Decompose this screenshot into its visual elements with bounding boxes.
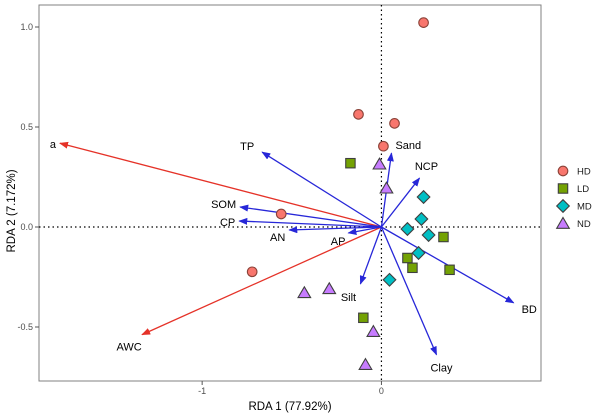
legend-label-hd: HD bbox=[577, 167, 591, 178]
arrow-som bbox=[239, 204, 382, 228]
legend-marker-md bbox=[555, 198, 571, 214]
arrow-clay bbox=[380, 226, 438, 356]
group-ld bbox=[345, 157, 455, 324]
data-point-ld bbox=[438, 231, 449, 243]
data-point-nd bbox=[366, 324, 381, 337]
arrow-ap bbox=[347, 226, 382, 236]
vector-label-a: a bbox=[50, 139, 57, 151]
vector-label-tp: TP bbox=[240, 141, 254, 153]
legend: HD LD MD ND bbox=[555, 165, 592, 230]
arrow-an bbox=[288, 226, 382, 234]
vector-label-silt: Silt bbox=[341, 292, 356, 304]
data-point-md bbox=[411, 245, 426, 261]
x-tick-label: 0 bbox=[379, 386, 384, 396]
data-point-nd bbox=[358, 357, 373, 370]
vector-label-sand: Sand bbox=[395, 140, 421, 152]
legend-label-nd: ND bbox=[577, 219, 591, 230]
y-tick-label: 1.0 bbox=[20, 22, 33, 32]
vector-label-awc: AWC bbox=[116, 342, 141, 354]
data-point-hd bbox=[389, 118, 400, 129]
group-nd bbox=[297, 157, 394, 370]
arrow-cp bbox=[238, 217, 382, 228]
data-point-nd bbox=[322, 281, 337, 295]
data-point-md bbox=[400, 221, 415, 237]
vector-label-clay: Clay bbox=[430, 363, 453, 375]
data-point-ld bbox=[444, 264, 455, 276]
legend-label-md: MD bbox=[577, 202, 592, 213]
legend-item-hd: HD bbox=[557, 165, 591, 178]
y-tick-label: 0.5 bbox=[20, 122, 33, 132]
data-point-md bbox=[414, 211, 429, 227]
y-tick-label: 0.0 bbox=[20, 222, 33, 232]
arrow-tp bbox=[261, 151, 382, 228]
y-axis-title: RDA 2 (7.172%) bbox=[6, 169, 18, 252]
legend-marker-nd bbox=[555, 216, 571, 229]
group-md bbox=[382, 189, 436, 287]
data-point-hd bbox=[378, 140, 389, 152]
y-tick-label: -0.5 bbox=[17, 322, 33, 332]
data-point-md bbox=[416, 189, 431, 205]
arrow-silt bbox=[359, 226, 383, 285]
x-tick-label: -1 bbox=[198, 386, 206, 396]
vector-label-an: AN bbox=[270, 232, 285, 244]
vector-label-bd: BD bbox=[522, 304, 537, 316]
legend-item-md: MD bbox=[555, 198, 592, 214]
data-point-nd bbox=[297, 285, 312, 299]
vector-label-ap: AP bbox=[331, 236, 346, 248]
data-point-hd bbox=[275, 208, 287, 220]
legend-label-ld: LD bbox=[577, 184, 589, 195]
plot-panel-border bbox=[38, 4, 542, 382]
data-point-md bbox=[421, 227, 436, 243]
data-point-nd bbox=[379, 181, 394, 194]
data-point-hd bbox=[353, 109, 364, 120]
legend-marker-hd bbox=[557, 165, 569, 177]
data-point-nd bbox=[372, 157, 387, 170]
legend-item-nd: ND bbox=[555, 216, 591, 230]
vector-label-som: SOM bbox=[211, 199, 236, 211]
group-hd bbox=[246, 17, 429, 278]
legend-item-ld: LD bbox=[557, 183, 589, 195]
data-point-ld bbox=[358, 312, 369, 324]
data-point-md bbox=[382, 272, 397, 287]
arrow-ncp bbox=[380, 177, 421, 228]
arrow-a bbox=[59, 141, 382, 228]
data-point-ld bbox=[402, 252, 413, 264]
legend-marker-ld bbox=[557, 183, 569, 194]
data-point-ld bbox=[345, 157, 356, 169]
arrow-awc bbox=[141, 226, 382, 336]
vector-label-ncp: NCP bbox=[415, 161, 438, 173]
data-point-hd bbox=[418, 17, 429, 28]
data-point-hd bbox=[246, 266, 258, 278]
vector-label-cp: CP bbox=[220, 217, 235, 229]
x-axis-title: RDA 1 (77.92%) bbox=[248, 401, 331, 413]
data-point-ld bbox=[407, 262, 418, 274]
